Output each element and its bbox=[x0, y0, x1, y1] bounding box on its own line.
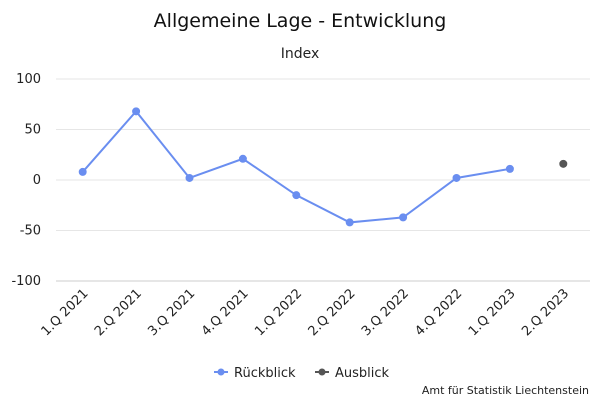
chart-title: Allgemeine Lage - Entwicklung bbox=[154, 10, 447, 32]
gridlines bbox=[56, 78, 590, 282]
credits[interactable]: Amt für Statistik Liechtenstein bbox=[422, 384, 589, 397]
series-line-1 bbox=[81, 109, 511, 224]
x-tick-label: 4.Q 2021 bbox=[199, 286, 252, 339]
data-point-1[interactable] bbox=[185, 173, 194, 182]
x-tick-label: 1.Q 2021 bbox=[39, 286, 92, 339]
plot-area bbox=[78, 107, 568, 227]
y-tick-label: 50 bbox=[24, 123, 41, 138]
y-tick-label: -50 bbox=[20, 224, 41, 239]
data-point-1[interactable] bbox=[345, 218, 354, 227]
x-tick-label: 3.Q 2022 bbox=[359, 286, 412, 339]
legend-marker bbox=[318, 368, 326, 376]
x-tick-label: 2.Q 2022 bbox=[306, 286, 359, 339]
y-tick-label: 100 bbox=[16, 72, 41, 87]
data-point-1[interactable] bbox=[452, 173, 461, 182]
data-point-2[interactable] bbox=[559, 159, 568, 168]
legend-label[interactable]: Ausblick bbox=[335, 366, 390, 381]
y-axis: 100 50 0 -50 -100 bbox=[11, 72, 41, 289]
x-tick-label: 2.Q 2023 bbox=[519, 286, 572, 339]
data-point-1[interactable] bbox=[238, 154, 247, 163]
x-tick-label: 3.Q 2021 bbox=[145, 286, 198, 339]
legend[interactable]: Rückblick Ausblick bbox=[214, 366, 390, 381]
y-tick-label: 0 bbox=[33, 173, 41, 188]
x-tick-label: 1.Q 2022 bbox=[252, 286, 305, 339]
x-tick-label: 4.Q 2022 bbox=[412, 286, 465, 339]
chart-subtitle: Index bbox=[281, 46, 320, 62]
data-point-1[interactable] bbox=[132, 107, 141, 116]
x-tick-label: 2.Q 2021 bbox=[92, 286, 145, 339]
data-point-1[interactable] bbox=[292, 191, 301, 200]
x-axis: 1.Q 2021 2.Q 2021 3.Q 2021 4.Q 2021 1.Q 2022… bbox=[39, 286, 573, 339]
data-point-1[interactable] bbox=[505, 164, 514, 173]
legend-marker bbox=[217, 368, 225, 376]
data-point-1[interactable] bbox=[399, 213, 408, 222]
y-tick-label: -100 bbox=[11, 274, 41, 289]
legend-label[interactable]: Rückblick bbox=[234, 366, 296, 381]
x-tick-label: 1.Q 2023 bbox=[466, 286, 519, 339]
data-point-1[interactable] bbox=[78, 167, 87, 176]
